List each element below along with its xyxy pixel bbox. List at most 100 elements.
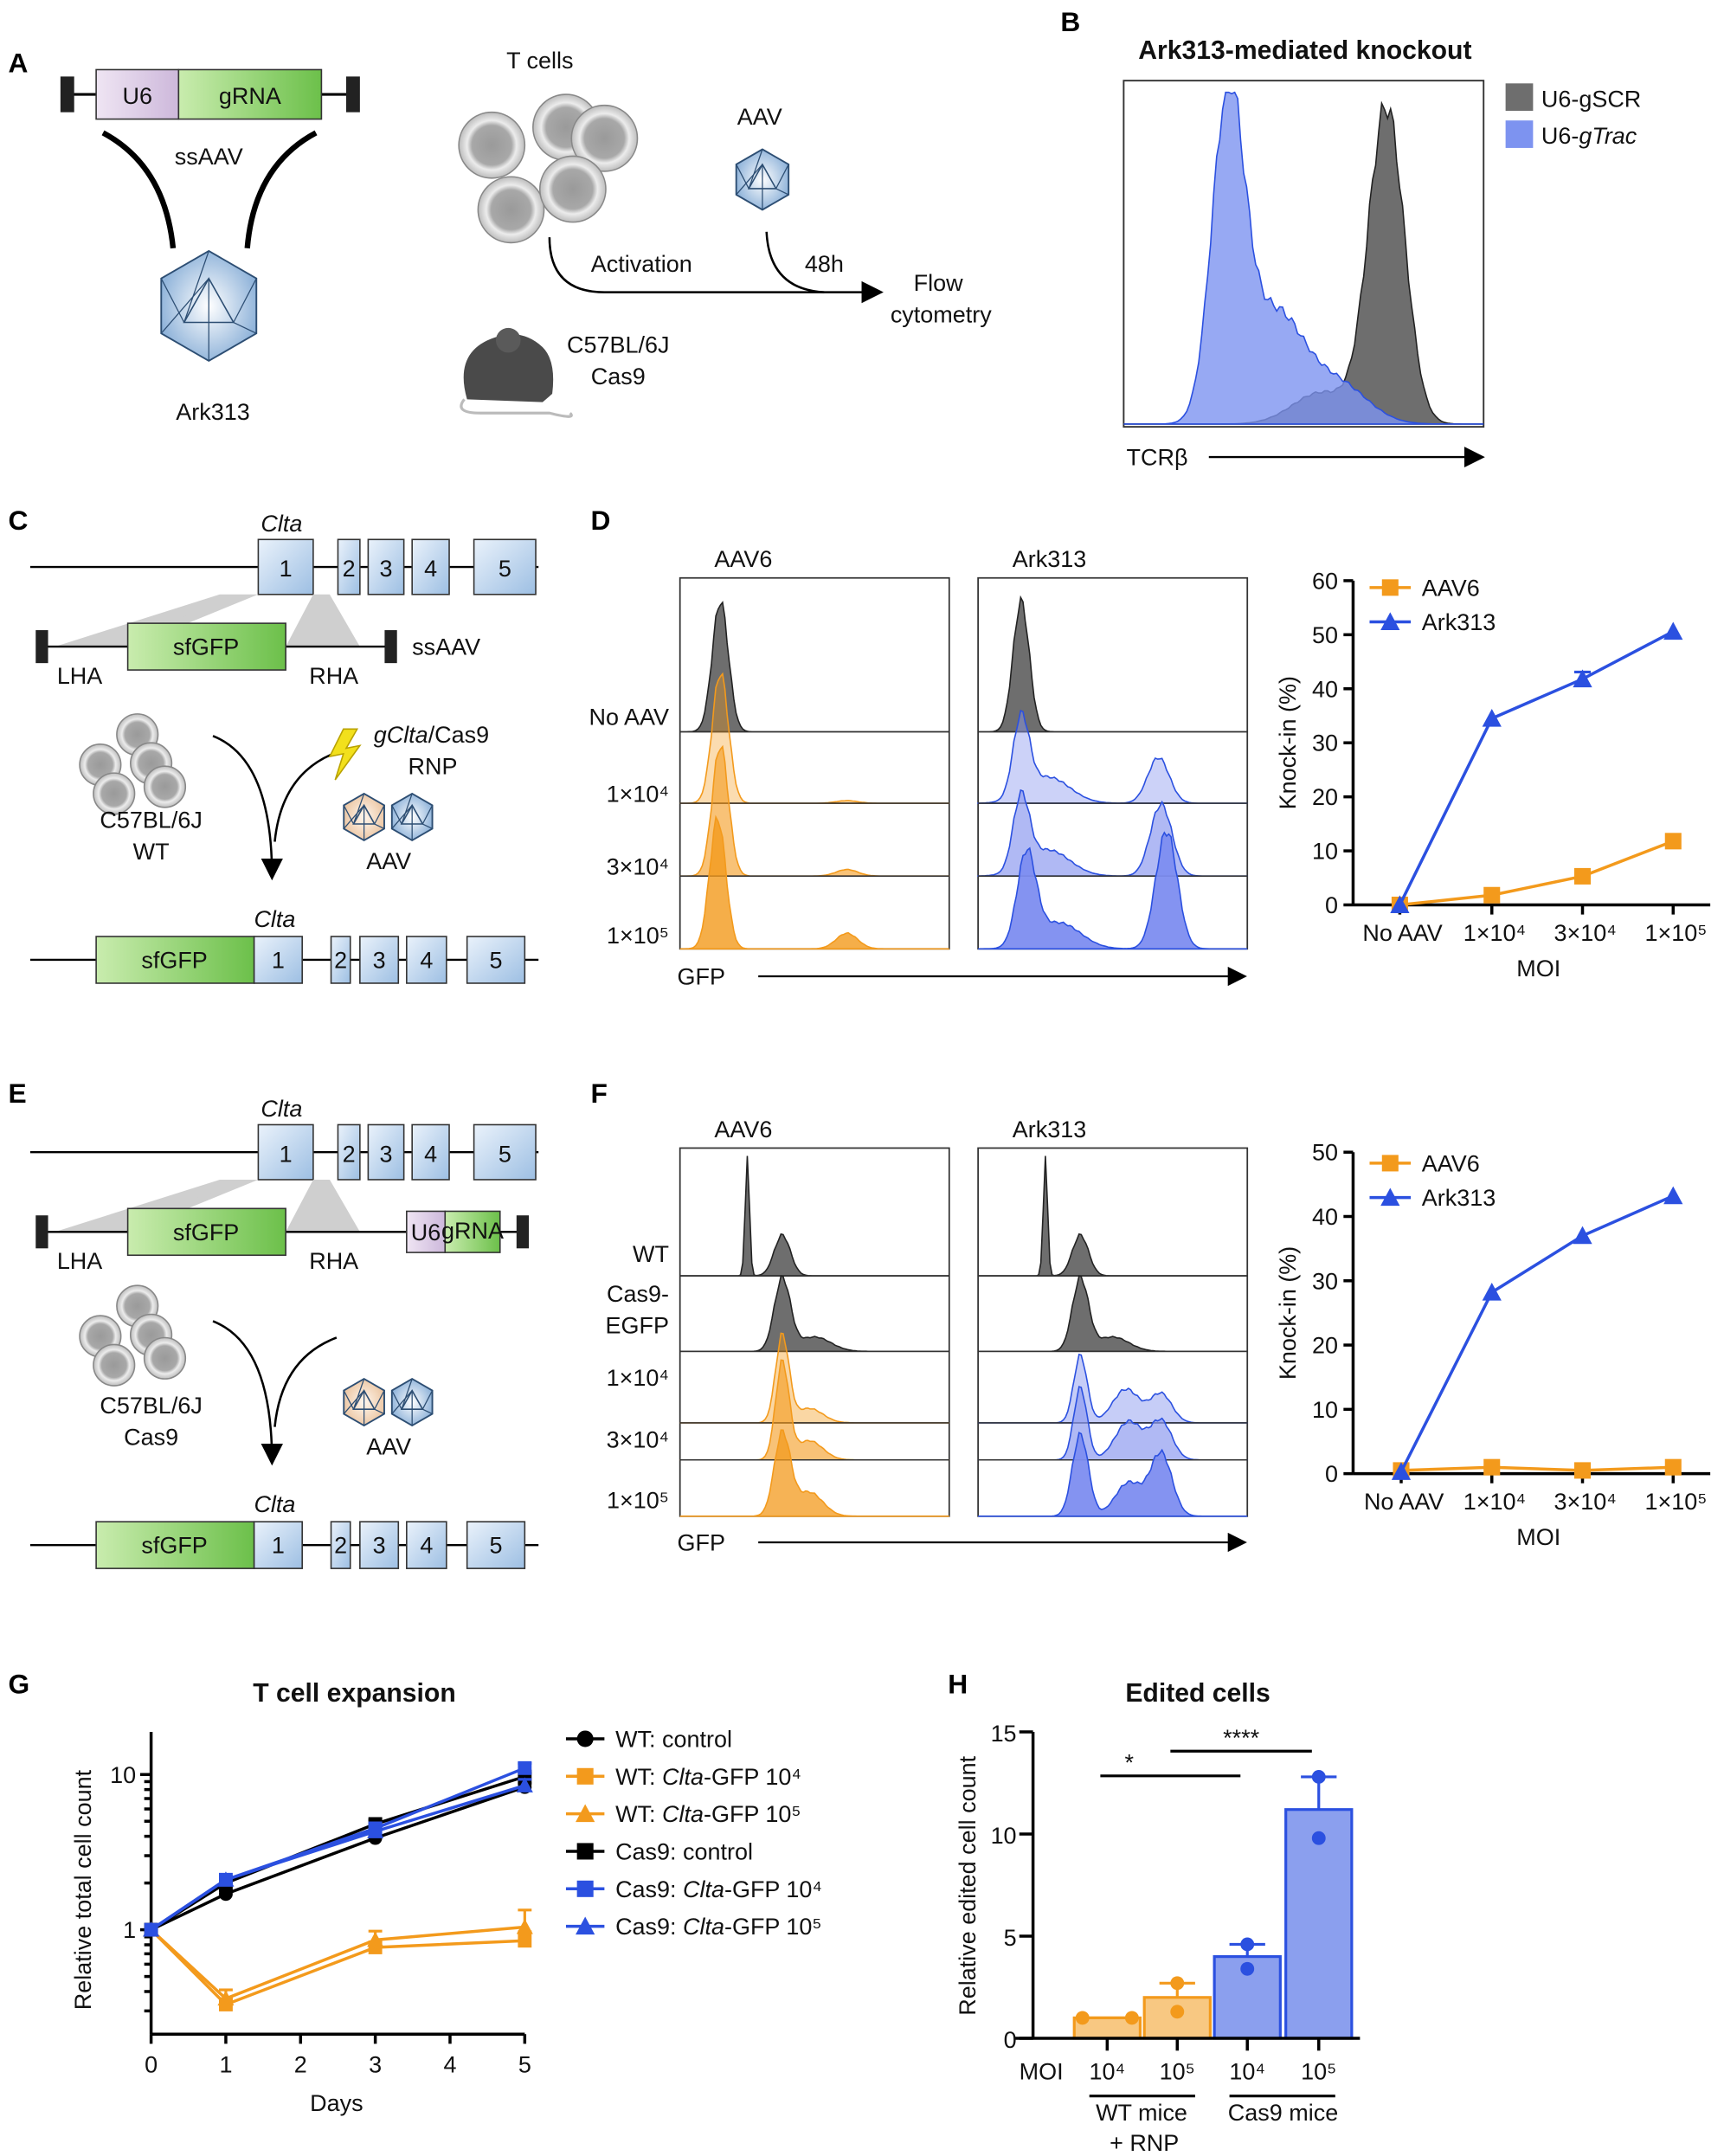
panel-label-f: F [591, 1078, 608, 1109]
series-line-Ark313 [1399, 1194, 1674, 1473]
sfgfp-box [126, 1207, 286, 1257]
x-tick-label: 5 [518, 2052, 531, 2078]
exon-2 [337, 538, 361, 595]
panel-label-g: G [9, 1669, 30, 1700]
replicate-point [1075, 2011, 1090, 2025]
panel-f-flow-histograms: AAV6 Ark313 WT Cas9- EGFP 1×10⁴ 3×10⁴ 1×10⁵ GFP [606, 1117, 1249, 1556]
y-axis-label: Relative total cell count [70, 1769, 96, 2010]
edited-exon-1 [253, 1521, 303, 1569]
y-tick-label: 5 [1004, 1925, 1017, 1951]
t-cell [93, 772, 136, 815]
panel-label-h: H [948, 1669, 968, 1700]
legend-label-AAV6: AAV6 [1422, 575, 1480, 601]
merge-arrow-right [273, 1336, 338, 1427]
legend-label-Ark313: Ark313 [1422, 609, 1496, 635]
edited-exon-label-2: 2 [334, 1533, 347, 1559]
aav-addition-arrow [765, 231, 825, 293]
x-axis-label: MOI [1516, 1524, 1560, 1550]
replicate-point [1170, 2005, 1185, 2019]
gfp-axis-label: GFP [678, 1530, 725, 1556]
data-point-AAV6 [1664, 1458, 1682, 1476]
data-point-Ark313 [1391, 1462, 1412, 1480]
rnp-guide: gClta [374, 722, 428, 748]
edited-exon-4 [406, 1521, 447, 1569]
grna-box [444, 1210, 501, 1253]
itr-right [384, 630, 397, 664]
aav-capsid-icon [735, 148, 790, 211]
panel-a-schematic: U6 gRNA ssAAV Ark313 T cells AAV Activat… [60, 48, 992, 425]
gfp-axis-label: GFP [678, 964, 725, 990]
packaging-arc-right [244, 130, 318, 249]
edited-sfgfp-box [95, 936, 255, 984]
capsid-edge [374, 1390, 385, 1410]
data-point-Ark313 [1482, 709, 1502, 727]
edited-gene-name-label: Clta [254, 1491, 295, 1517]
data-point [518, 1760, 532, 1775]
legend-label-gene: Clta [662, 1764, 704, 1790]
legend-label: WT: Clta-GFP 10⁵ [615, 1801, 801, 1827]
exon-5 [473, 1123, 537, 1181]
y-tick-label: 10 [110, 1762, 136, 1788]
edited-gene-name-label: Clta [254, 906, 295, 932]
exon-label-4: 4 [424, 556, 437, 582]
replicate-point [1240, 1937, 1255, 1952]
histogram-frame-col_aav6 [679, 1147, 950, 1517]
lha-label: LHA [57, 1248, 102, 1274]
data-point [516, 1919, 533, 1934]
y-tick-label: 60 [1312, 568, 1338, 594]
group-label-wt-line2: + RNP [1110, 2130, 1179, 2156]
bar [1284, 1808, 1354, 2040]
t-cell [143, 765, 187, 808]
capsid-edge [775, 164, 789, 190]
x-tick-label: 10⁵ [1301, 2059, 1336, 2085]
edited-exon-5 [466, 1521, 526, 1569]
itr-left [35, 1215, 48, 1249]
x-tick-label: 1 [219, 2052, 232, 2078]
x-tick-label: 3×10⁴ [1554, 920, 1617, 946]
edited-exon-5 [466, 936, 526, 984]
moi-label: MOI [1020, 2059, 1064, 2085]
ark313-capsid-icon [160, 249, 258, 363]
sfgfp-box [126, 622, 286, 671]
gene-name-label: Clta [261, 1096, 302, 1122]
histogram-col_ark313-row-2 [978, 1353, 1248, 1424]
histogram-col_aav6-row-3 [679, 814, 949, 950]
capsid-edge [391, 805, 413, 829]
u6-promoter-box [95, 68, 180, 120]
capsid-edge [343, 805, 365, 829]
data-point-AAV6 [1664, 833, 1682, 850]
capsid-edge [352, 1378, 365, 1410]
rha-label: RHA [309, 663, 358, 689]
exon-label-2: 2 [343, 1141, 356, 1167]
t-cell [538, 155, 607, 223]
legend-marker [576, 1804, 595, 1823]
y-tick-label: 15 [991, 1721, 1017, 1747]
legend-label-gene: Clta [683, 1914, 724, 1940]
y-tick-label: 10 [991, 1823, 1017, 1849]
edited-exon-1 [253, 936, 303, 984]
rnp-label: gClta/Cas9 [374, 722, 489, 748]
ssaav-label: ssAAV [412, 634, 480, 660]
legend-marker-AAV6 [1381, 579, 1399, 596]
aav-label: AAV [366, 848, 411, 874]
data-point [518, 1934, 532, 1948]
capsid-edge [391, 1390, 402, 1410]
grna-label: gRNA [441, 1218, 504, 1244]
legend-marker [576, 1916, 595, 1935]
panel-f-knockin-chart: 0 10 20 30 40 50 No AAV 1×10⁴ 3×10⁴ 1×10⁵ MOI Knock… [1275, 1140, 1711, 1550]
x-tick-label: 1×10⁴ [1463, 920, 1526, 946]
exon-1 [257, 1123, 314, 1181]
y-tick-label: 10 [1312, 839, 1338, 865]
data-point-AAV6 [1573, 867, 1592, 885]
x-tick-label: 1×10⁴ [1463, 1489, 1526, 1515]
lha-label: LHA [57, 663, 102, 689]
series-line [150, 1786, 525, 1932]
data-point [143, 1921, 160, 1937]
capsid-edge [233, 278, 257, 323]
y-tick-label: 40 [1312, 676, 1338, 702]
significance-label: * [1124, 1749, 1134, 1775]
legend-marker-AAV6 [1381, 1155, 1399, 1172]
exon-1 [257, 538, 314, 595]
aav-label: AAV [737, 104, 782, 130]
